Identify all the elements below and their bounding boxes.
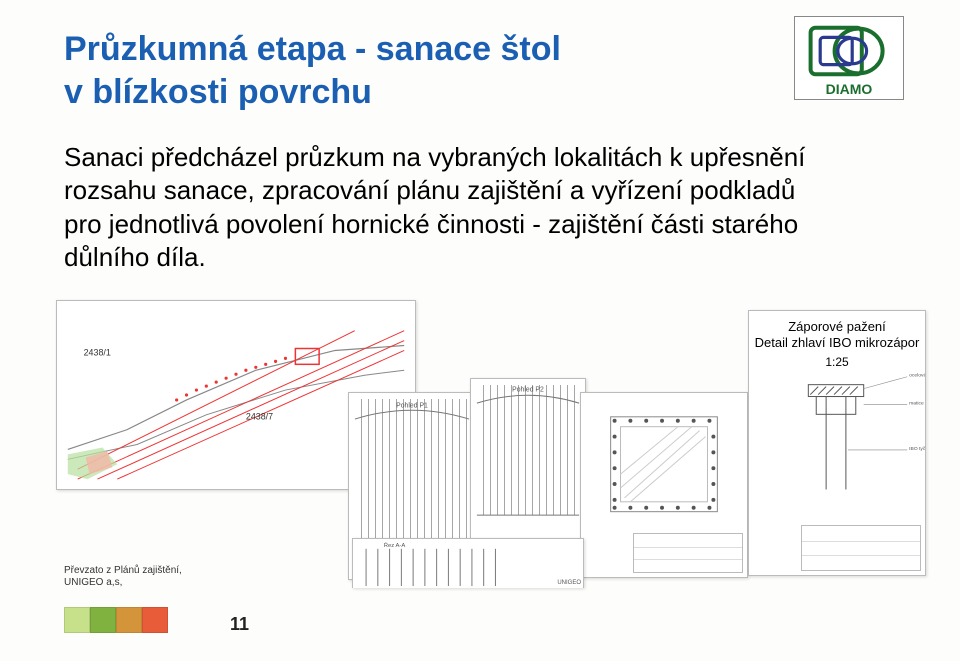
page-number: 11 [230,614,249,635]
parcel-label-left: 2438/1 [84,347,111,357]
parcel-label-right: 2438/7 [246,412,273,422]
title-line-1: Průzkumná etapa - sanace štol [64,30,561,68]
slide: Průzkumná etapa - sanace štol v blízkost… [0,0,960,661]
drawing-elevation-p3: Řez A-A UNIGEO [352,538,584,588]
slide-title: Průzkumná etapa - sanace štol v blízkost… [64,28,912,113]
drawing-elevation-p2: Pohled P2 [470,378,586,554]
svg-text:IBO tyč: IBO tyč [909,446,925,452]
drawing-plan-view [580,392,748,578]
color-square [64,607,90,633]
drawing-detail-sheet: Záporové pažení Detail zhlaví IBO mikroz… [748,310,926,576]
drawings-area: 2438/1 2438/7 Pohled P1 Pohled P2 [56,300,920,590]
svg-text:Pohled P1: Pohled P1 [396,402,428,409]
svg-text:matice: matice [909,400,924,406]
diamo-logo-text: DIAMO [795,81,903,97]
color-square [116,607,142,633]
diamo-logo: DIAMO [794,16,904,100]
drawing-brand: UNIGEO [557,580,581,586]
credit-line-1: Převzato z Plánů zajištění, [64,565,182,576]
color-square [142,607,168,633]
credit-line-2: UNIGEO a,s, [64,577,122,588]
title-block-icon [801,525,921,571]
title-block-icon [633,533,743,573]
svg-text:Pohled P2: Pohled P2 [512,386,544,393]
body-paragraph: Sanaci předcházel průzkum na vybraných l… [64,141,824,274]
svg-text:ocelová deska: ocelová deska [909,373,925,379]
svg-text:Řez A-A: Řez A-A [384,541,406,549]
title-line-2: v blízkosti povrchu [64,71,912,114]
footer-color-squares [64,607,168,633]
color-square [90,607,116,633]
diamo-logo-mark [805,23,893,79]
image-credit: Převzato z Plánů zajištění, UNIGEO a,s, [64,565,182,589]
